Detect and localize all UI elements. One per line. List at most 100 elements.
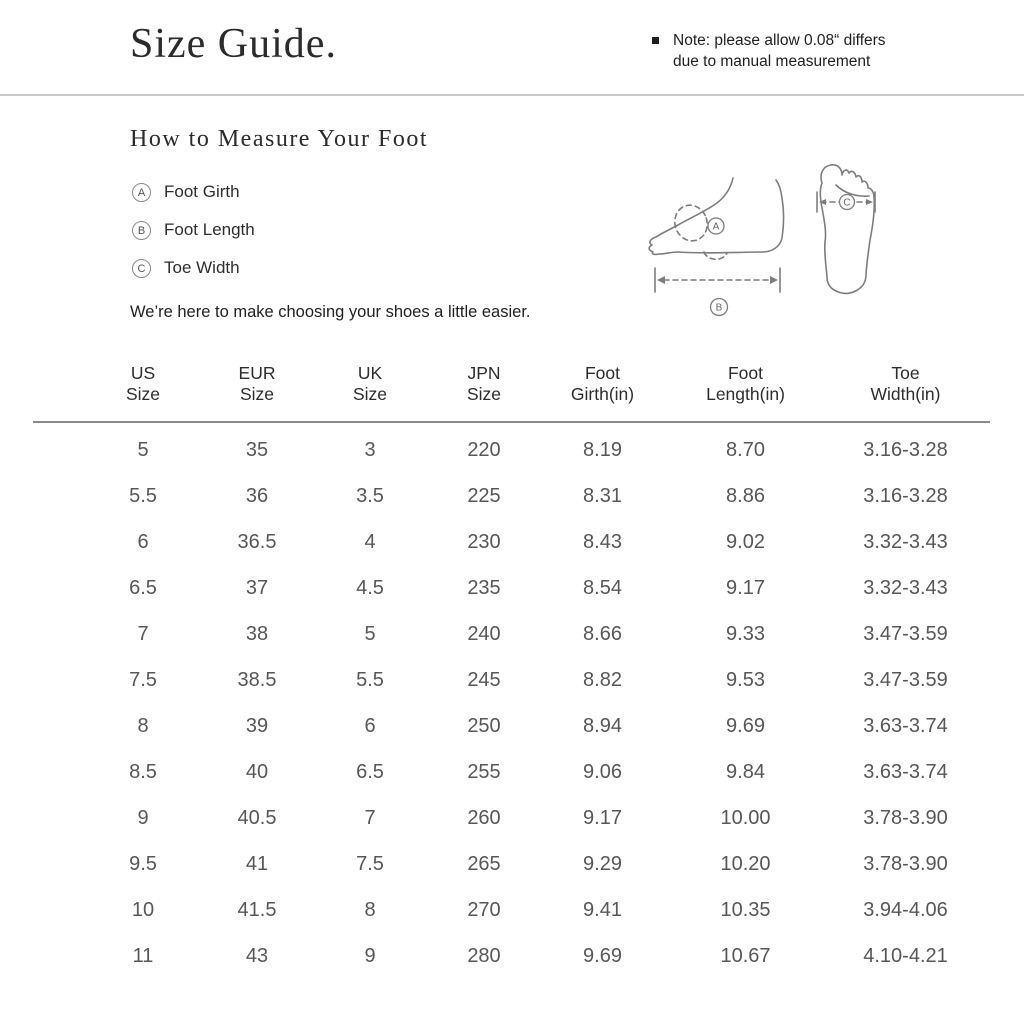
measure-label: Foot Girth — [164, 182, 240, 201]
table-cell: 235 — [467, 576, 501, 599]
note-line-2: due to manual measurement — [673, 53, 871, 70]
column-header-line1: Toe — [891, 363, 920, 383]
measurement-note: Note: please allow 0.08“ differs due to … — [652, 30, 886, 72]
column-header: US Size — [86, 363, 200, 405]
table-cell: 7 — [364, 806, 376, 829]
table-cell: 9.17 — [726, 576, 765, 599]
table-cell: 8.70 — [726, 438, 765, 461]
table-cell: 9.5 — [129, 852, 157, 875]
table-cell: 10.20 — [720, 852, 771, 875]
table-cell: 10.67 — [720, 944, 771, 967]
circled-letter-a-icon: A — [132, 182, 151, 202]
column-header-line2: Size — [352, 384, 388, 404]
table-cell: 5 — [364, 622, 376, 645]
table-cell: 41 — [245, 852, 269, 875]
table-cell: 8.94 — [583, 714, 622, 737]
table-cell: 245 — [467, 668, 501, 691]
table-cell: 35 — [245, 438, 269, 461]
table-cell: 9.41 — [583, 898, 622, 921]
column-header-line2: Length(in) — [706, 384, 785, 404]
table-cell: 10 — [131, 898, 155, 921]
column-header-line2: Size — [239, 384, 275, 404]
foot-side-view-illustration: A B — [648, 177, 785, 317]
column-header-line2: Width(in) — [870, 384, 941, 404]
table-cell: 8.66 — [583, 622, 622, 645]
foot-measurement-diagram: A B C — [648, 164, 876, 317]
table-cell: 9.06 — [583, 760, 622, 783]
table-cell: 6.5 — [129, 576, 157, 599]
table-row: 10 41.5 8 270 9.41 10.35 3.94-4.06 — [86, 887, 983, 933]
foot-sole-view-illustration: C — [816, 164, 876, 295]
table-cell: 9 — [364, 944, 376, 967]
table-row: 8.5 40 6.5 255 9.06 9.84 3.63-3.74 — [86, 749, 983, 795]
header-divider — [0, 94, 1024, 96]
label-a-circle-icon — [707, 217, 725, 235]
table-cell: 38 — [245, 622, 269, 645]
table-row: 8 39 6 250 8.94 9.69 3.63-3.74 — [86, 703, 983, 749]
table-cell: 225 — [467, 484, 501, 507]
label-a-text: A — [713, 222, 720, 233]
label-c-text: C — [843, 198, 850, 209]
measure-item-toe-width: C Toe Width — [132, 258, 255, 278]
table-cell: 8.5 — [129, 760, 157, 783]
table-cell: 270 — [467, 898, 501, 921]
table-cell: 6.5 — [356, 760, 384, 783]
table-cell: 5 — [137, 438, 149, 461]
table-cell: 230 — [467, 530, 501, 553]
table-cell: 7.5 — [129, 668, 157, 691]
column-header: JPN Size — [426, 363, 542, 405]
column-header-line1: US — [130, 363, 156, 383]
table-cell: 8 — [364, 898, 376, 921]
table-cell: 41.5 — [237, 898, 277, 921]
table-cell: 5.5 — [356, 668, 384, 691]
table-row: 6 36.5 4 230 8.43 9.02 3.32-3.43 — [86, 519, 983, 565]
column-header-line1: Foot — [727, 363, 764, 383]
table-cell: 7.5 — [356, 852, 384, 875]
table-cell: 3.5 — [356, 484, 384, 507]
table-cell: 40.5 — [237, 806, 277, 829]
table-cell: 8 — [137, 714, 149, 737]
column-header: EUR Size — [200, 363, 314, 405]
column-header-line1: EUR — [238, 363, 276, 383]
table-cell: 9.69 — [583, 944, 622, 967]
table-cell: 11 — [132, 944, 154, 967]
table-cell: 9.29 — [583, 852, 622, 875]
table-cell: 9.69 — [726, 714, 765, 737]
table-cell: 6 — [137, 530, 149, 553]
table-cell: 8.31 — [583, 484, 622, 507]
label-b-text: B — [716, 303, 723, 314]
table-header-rule — [33, 421, 990, 423]
table-cell: 37 — [245, 576, 269, 599]
table-header-row: US Size EUR Size UK Size JPN Size Foot Girth(in) F… — [86, 363, 983, 405]
table-cell: 3.47-3.59 — [863, 668, 948, 691]
table-body: 5 35 3 220 8.19 8.70 3.16-3.28 5.5 36 3.5 225 8.31 8… — [86, 427, 983, 979]
section-heading: How to Measure Your Foot — [130, 126, 429, 152]
measure-list: A Foot Girth B Foot Length C Toe Width — [132, 182, 255, 296]
table-row: 9 40.5 7 260 9.17 10.00 3.78-3.90 — [86, 795, 983, 841]
column-header: Foot Length(in) — [663, 363, 828, 405]
table-cell: 9 — [137, 806, 149, 829]
table-cell: 3.47-3.59 — [863, 622, 948, 645]
table-cell: 38.5 — [237, 668, 277, 691]
table-cell: 43 — [245, 944, 269, 967]
circled-letter-c-icon: C — [132, 258, 151, 278]
table-cell: 280 — [467, 944, 501, 967]
table-cell: 10.35 — [720, 898, 771, 921]
table-cell: 255 — [467, 760, 501, 783]
table-cell: 3.32-3.43 — [863, 576, 948, 599]
table-row: 7 38 5 240 8.66 9.33 3.47-3.59 — [86, 611, 983, 657]
column-header-line2: Girth(in) — [570, 384, 635, 404]
table-cell: 3.78-3.90 — [863, 852, 948, 875]
measure-label: Foot Length — [164, 220, 255, 239]
table-cell: 250 — [467, 714, 501, 737]
table-row: 9.5 41 7.5 265 9.29 10.20 3.78-3.90 — [86, 841, 983, 887]
table-cell: 7 — [137, 622, 149, 645]
column-header-line1: Foot — [584, 363, 621, 383]
circled-letter-b-icon: B — [132, 220, 151, 240]
table-cell: 4.10-4.21 — [863, 944, 948, 967]
column-header-line1: UK — [357, 363, 383, 383]
column-header-line1: JPN — [467, 363, 501, 383]
table-cell: 9.02 — [726, 530, 765, 553]
table-cell: 6 — [364, 714, 376, 737]
